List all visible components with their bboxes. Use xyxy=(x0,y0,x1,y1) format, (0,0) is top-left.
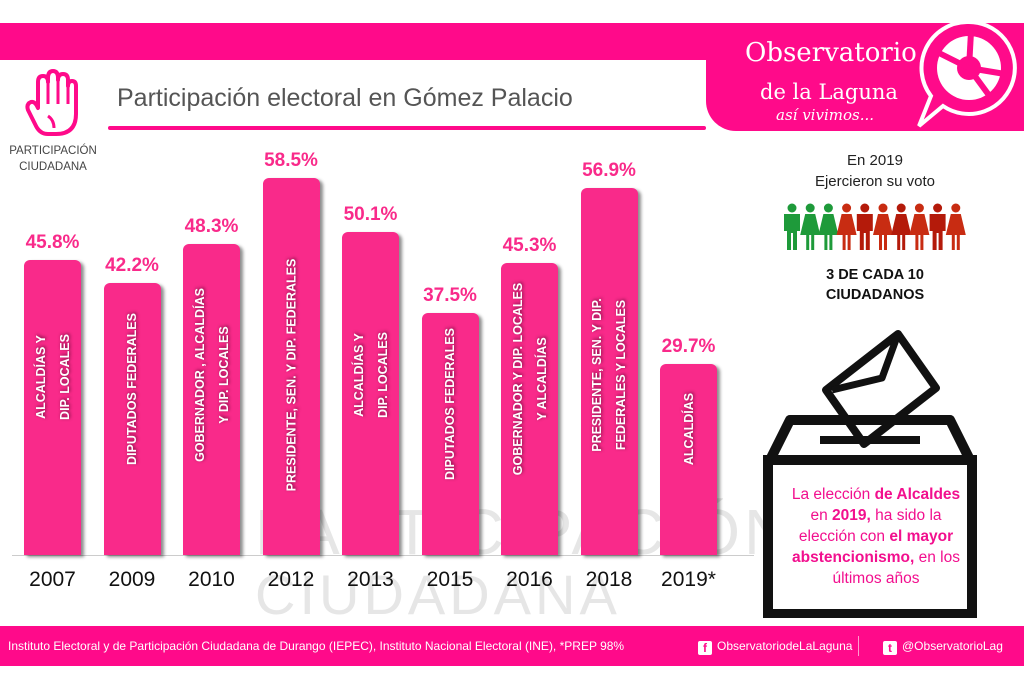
brand-tagline: así vivimos... xyxy=(776,106,875,124)
bar-annotation: DIPUTADOS FEDERALES xyxy=(442,328,457,481)
person-not-voted-icon xyxy=(836,203,857,250)
bar-2018 xyxy=(580,188,638,555)
x-tick-label: 2012 xyxy=(267,568,315,591)
bar-value-label: 45.8% xyxy=(25,231,80,253)
brand-title: Observatorio xyxy=(745,38,917,68)
sidebar-stat: 3 DE CADA 10 CIUDADANOS xyxy=(780,265,970,305)
x-tick-label: 2015 xyxy=(426,568,474,591)
sidebar-stat-line1: 3 DE CADA 10 xyxy=(826,267,924,283)
bar-annotation: DIPUTADOS FEDERALES xyxy=(124,313,139,465)
observatorio-logo-icon xyxy=(917,19,1017,128)
bar-2007 xyxy=(24,259,81,555)
page-title: Participación electoral en Gómez Palacio xyxy=(117,84,573,112)
participation-bar-chart: 45.8% 2007 ALCALDÍAS Y DIP. LOCALES 42.2% 20… xyxy=(0,140,760,600)
bar-2013 xyxy=(342,232,399,555)
x-tick-label: 2013 xyxy=(347,568,394,591)
facebook-link[interactable]: f ObservatoriodeLaLaguna xyxy=(698,639,852,655)
sidebar-heading-line2: Ejercieron su voto xyxy=(814,173,936,190)
bar-value-label: 29.7% xyxy=(661,335,716,357)
bar-annotation: ALCALDÍAS Y DIP. LOCALES xyxy=(33,334,72,421)
ballot-text-bold: 2019, xyxy=(832,507,871,524)
footer: Instituto Electoral y de Participación C… xyxy=(0,626,1024,666)
person-not-voted-icon xyxy=(891,203,912,250)
raised-hand-icon xyxy=(25,69,78,136)
ballot-text-part: La elección xyxy=(791,486,875,503)
watermark-line2: CIUDADANA xyxy=(255,563,621,626)
bar-annotation: PRESIDENTE, SEN. Y DIP. FEDERALES xyxy=(283,258,298,492)
sidebar-heading-line1: En 2019 xyxy=(847,152,903,169)
bar-2012 xyxy=(262,178,320,555)
sidebar-heading: En 2019 Ejercieron su voto xyxy=(780,150,970,192)
x-tick-label: 2007 xyxy=(29,568,76,591)
bar-2010 xyxy=(183,243,240,555)
bar-value-label: 45.3% xyxy=(502,235,557,257)
ballot-text-part: en los últimos años xyxy=(832,549,960,587)
chart-baseline xyxy=(12,555,754,556)
twitter-icon: t xyxy=(883,641,897,655)
brand-subtitle: de la Laguna xyxy=(760,80,898,104)
bar-value-label: 56.9% xyxy=(582,160,636,182)
person-not-voted-icon xyxy=(873,203,893,250)
facebook-icon: f xyxy=(698,641,712,655)
section-label-line2: CIUDADANA xyxy=(19,161,87,173)
source-note: Instituto Electoral y de Participación C… xyxy=(8,639,625,653)
ballot-box-icon xyxy=(763,330,977,618)
person-not-voted-icon xyxy=(909,203,930,250)
bar-2019* xyxy=(660,363,717,555)
footer-divider xyxy=(858,636,859,656)
person-not-voted-icon xyxy=(945,203,966,250)
sidebar-stat-line2: CIUDADANOS xyxy=(825,287,925,303)
bar-2015 xyxy=(421,313,479,555)
bar-value-label: 50.1% xyxy=(343,204,398,226)
title-underline xyxy=(108,126,706,130)
facebook-handle: ObservatoriodeLaLaguna xyxy=(717,639,853,653)
x-tick-label: 2010 xyxy=(188,568,235,591)
bar-annotation: GOBERNADOR Y DIP. LOCALES Y ALCALDÍAS xyxy=(510,282,549,476)
ballot-text-bold: de Alcaldes xyxy=(874,486,961,503)
person-voted-icon xyxy=(800,203,821,250)
person-not-voted-icon xyxy=(856,203,873,250)
bar-annotation: ALCALDÍAS Y DIP. LOCALES xyxy=(351,332,390,418)
x-tick-label: 2016 xyxy=(506,568,553,591)
bar-2016 xyxy=(501,263,558,555)
x-tick-label: 2009 xyxy=(108,568,156,591)
section-label-line1: PARTICIPACIÓN xyxy=(9,145,97,157)
person-voted-icon xyxy=(784,203,800,250)
people-pictogram xyxy=(784,203,966,250)
bar-value-label: 42.2% xyxy=(105,255,159,277)
ballot-message: La elección de Alcaldes en 2019, ha sido… xyxy=(782,484,970,589)
ballot-text-part: en xyxy=(810,507,833,524)
bar-value-label: 58.5% xyxy=(264,150,318,171)
bar-value-label: 37.5% xyxy=(423,285,477,307)
twitter-handle: @ObservatorioLag xyxy=(902,639,1003,653)
bar-2009 xyxy=(103,283,161,555)
ballot-text-part: ha sido la elección con xyxy=(798,507,942,545)
person-voted-icon xyxy=(818,203,839,250)
bar-annotation: GOBERNADOR , ALCALDÍAS Y DIP. LOCALES xyxy=(192,288,231,462)
person-not-voted-icon xyxy=(929,203,946,250)
bar-value-label: 48.3% xyxy=(184,215,239,237)
x-tick-label: 2019* xyxy=(661,568,716,591)
ballot-text-bold: el mayor abstencionismo, xyxy=(792,528,954,566)
twitter-link[interactable]: t @ObservatorioLag xyxy=(883,639,1003,655)
bar-annotation: ALCALDÍAS xyxy=(681,393,696,466)
section-label: PARTICIPACIÓN CIUDADANA xyxy=(0,143,106,175)
x-tick-label: 2018 xyxy=(585,568,633,591)
bar-annotation: PRESIDENTE, SEN. Y DIP. FEDERALES Y LOCA… xyxy=(589,298,628,452)
